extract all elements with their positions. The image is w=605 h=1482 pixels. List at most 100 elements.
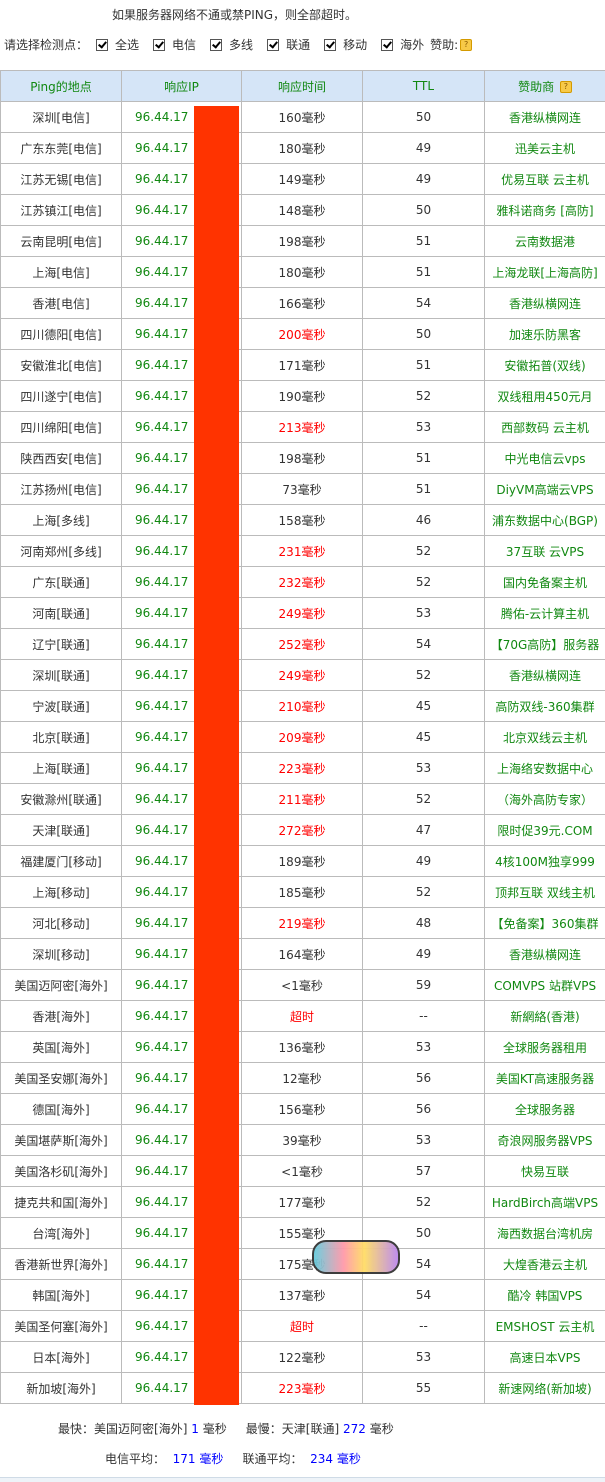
sponsor-link[interactable]: （海外高防专家） [485, 784, 605, 815]
ttl-cell: -- [363, 1311, 485, 1342]
location-cell: 上海[移动] [1, 877, 122, 908]
sponsor-link[interactable]: 37互联 云VPS [485, 536, 605, 567]
checkbox-checked-icon[interactable] [381, 39, 393, 51]
location-cell: 美国堪萨斯[海外] [1, 1125, 122, 1156]
sponsor-link[interactable]: COMVPS 站群VPS [485, 970, 605, 1001]
sponsor-link[interactable]: 上海龙联[上海高防] [485, 257, 605, 288]
sponsor-link[interactable]: 北京双线云主机 [485, 722, 605, 753]
time-cell: 156毫秒 [242, 1094, 363, 1125]
filter-option-label: 电信 [172, 37, 196, 53]
time-cell: 177毫秒 [242, 1187, 363, 1218]
sponsor-link[interactable]: 限时促39元.COM [485, 815, 605, 846]
sponsor-link[interactable]: 浦东数据中心(BGP) [485, 505, 605, 536]
sponsor-link[interactable]: 美国KT高速服务器 [485, 1063, 605, 1094]
sponsor-link[interactable]: 香港纵横网连 [485, 660, 605, 691]
sponsor-link[interactable]: 迅美云主机 [485, 133, 605, 164]
location-cell: 韩国[海外] [1, 1280, 122, 1311]
filter-option[interactable]: 多线 [202, 37, 253, 53]
sponsor-link[interactable]: 新速网络(新加坡) [485, 1373, 605, 1404]
sponsor-link[interactable]: 【70G高防】服务器 [485, 629, 605, 660]
sponsor-link[interactable]: 香港纵横网连 [485, 288, 605, 319]
checkbox-checked-icon[interactable] [210, 39, 222, 51]
ttl-cell: 46 [363, 505, 485, 536]
sponsor-link[interactable]: 奇浪网服务器VPS [485, 1125, 605, 1156]
checkbox-checked-icon[interactable] [267, 39, 279, 51]
sponsor-link[interactable]: 顶邦互联 双线主机 [485, 877, 605, 908]
time-cell: 171毫秒 [242, 350, 363, 381]
ttl-cell: 52 [363, 536, 485, 567]
location-cell: 河南郑州[多线] [1, 536, 122, 567]
help-icon[interactable] [460, 39, 472, 51]
sponsor-link[interactable]: 西部数码 云主机 [485, 412, 605, 443]
sponsor-link[interactable]: 双线租用450元月 [485, 381, 605, 412]
sponsor-link[interactable]: 香港纵横网连 [485, 102, 605, 133]
sponsor-link[interactable]: 高防双线-360集群 [485, 691, 605, 722]
sponsor-link[interactable]: HardBirch高端VPS [485, 1187, 605, 1218]
sponsor-link[interactable]: 雅科诺商务 [高防] [485, 195, 605, 226]
sponsor-link[interactable]: 加速乐防黑客 [485, 319, 605, 350]
time-cell: 209毫秒 [242, 722, 363, 753]
time-cell: 210毫秒 [242, 691, 363, 722]
ttl-cell: 50 [363, 319, 485, 350]
sponsor-link[interactable]: 4核100M独享999 [485, 846, 605, 877]
ttl-cell: 59 [363, 970, 485, 1001]
time-cell: 223毫秒 [242, 753, 363, 784]
location-cell: 美国迈阿密[海外] [1, 970, 122, 1001]
location-cell: 四川绵阳[电信] [1, 412, 122, 443]
sponsor-link[interactable]: 香港纵横网连 [485, 939, 605, 970]
help-icon[interactable] [560, 81, 572, 93]
sponsor-link[interactable]: 国内免备案主机 [485, 567, 605, 598]
sponsor-link[interactable]: EMSHOST 云主机 [485, 1311, 605, 1342]
location-cell: 深圳[移动] [1, 939, 122, 970]
filter-option-label: 多线 [229, 37, 253, 53]
sponsor-link[interactable]: 上海络安数据中心 [485, 753, 605, 784]
checkbox-checked-icon[interactable] [324, 39, 336, 51]
sponsor-link[interactable]: 云南数据港 [485, 226, 605, 257]
sponsor-link[interactable]: 中光电信云vps [485, 443, 605, 474]
sponsor-link[interactable]: 优易互联 云主机 [485, 164, 605, 195]
ttl-cell: 49 [363, 939, 485, 970]
location-cell: 上海[多线] [1, 505, 122, 536]
sponsor-link[interactable]: 全球服务器租用 [485, 1032, 605, 1063]
filter-option[interactable]: 海外 [373, 37, 424, 53]
filter-option[interactable]: 移动 [316, 37, 367, 53]
filter-option-label: 移动 [343, 37, 367, 53]
filter-option[interactable]: 电信 [145, 37, 196, 53]
ttl-cell: 51 [363, 350, 485, 381]
time-cell: <1毫秒 [242, 970, 363, 1001]
col-location: Ping的地点 [1, 71, 122, 102]
time-cell: 211毫秒 [242, 784, 363, 815]
ttl-cell: -- [363, 1001, 485, 1032]
sponsor-link[interactable]: DiyVM高端云VPS [485, 474, 605, 505]
sponsor-link[interactable]: 腾佑-云计算主机 [485, 598, 605, 629]
checkbox-checked-icon[interactable] [153, 39, 165, 51]
sponsor-link[interactable]: 酷冷 韩国VPS [485, 1280, 605, 1311]
sponsor-link[interactable]: 【免备案】360集群 [485, 908, 605, 939]
checkbox-checked-icon[interactable] [96, 39, 108, 51]
sponsor-link[interactable]: 全球服务器 [485, 1094, 605, 1125]
sponsor-link[interactable]: 新網絡(香港) [485, 1001, 605, 1032]
sponsor-link[interactable]: 快易互联 [485, 1156, 605, 1187]
location-cell: 河南[联通] [1, 598, 122, 629]
location-cell: 德国[海外] [1, 1094, 122, 1125]
sponsor-link[interactable]: 海西数据台湾机房 [485, 1218, 605, 1249]
sponsor-link[interactable]: 大煌香港云主机 [485, 1249, 605, 1280]
sponsor-link[interactable]: 高速日本VPS [485, 1342, 605, 1373]
filter-option[interactable]: 联通 [259, 37, 310, 53]
sponsor-link[interactable]: 安徽拓普(双线) [485, 350, 605, 381]
time-cell: <1毫秒 [242, 1156, 363, 1187]
filter-option[interactable]: 全选 [88, 37, 139, 53]
